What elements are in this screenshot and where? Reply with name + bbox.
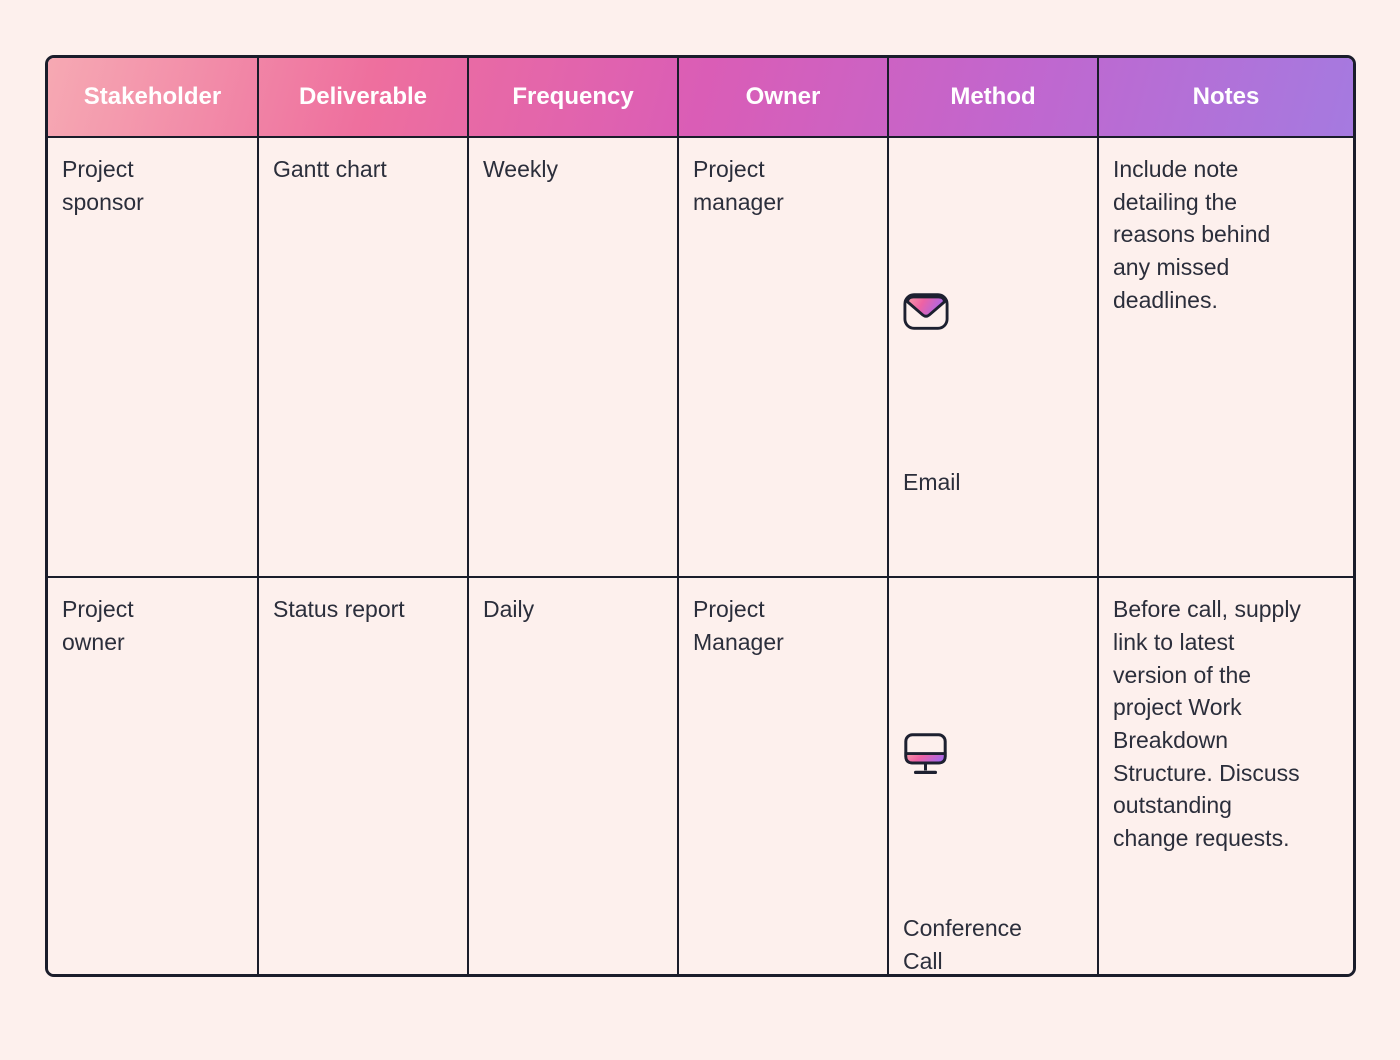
header-deliverable: Deliverable xyxy=(259,58,469,136)
frequency-cell: Weekly xyxy=(469,138,679,577)
notes-cell: Include note detailing the reasons behin… xyxy=(1113,156,1271,313)
conference-call-icon xyxy=(903,666,1085,843)
header-stakeholder: Stakeholder xyxy=(48,58,259,136)
owner-cell: Project manager xyxy=(679,138,889,577)
table-header-row: Stakeholder Deliverable Frequency Owner … xyxy=(48,58,1353,136)
deliverable-cell: Gantt chart xyxy=(259,138,469,577)
method-label: Email xyxy=(903,469,961,496)
header-frequency: Frequency xyxy=(469,58,679,136)
deliverable-cell: Status report xyxy=(259,578,469,974)
stakeholder-cell: Project owner xyxy=(48,578,259,974)
communication-plan-table: Stakeholder Deliverable Frequency Owner … xyxy=(45,55,1356,977)
header-method: Method xyxy=(889,58,1099,136)
stakeholder-cell: Project sponsor xyxy=(48,138,259,577)
table-row: Project owner Status report Daily Projec… xyxy=(48,576,1353,975)
notes-cell: Before call, supply link to latest versi… xyxy=(1113,596,1301,851)
owner-cell: Project Manager xyxy=(679,578,889,974)
table-row: Project sponsor Gantt chart Weekly Proje… xyxy=(48,136,1353,577)
email-icon xyxy=(903,225,1085,396)
header-notes: Notes xyxy=(1192,83,1260,110)
header-owner: Owner xyxy=(679,58,889,136)
method-label: Conference Call xyxy=(903,915,1022,975)
method-cell: Conference Call xyxy=(889,578,1099,975)
frequency-cell: Daily xyxy=(469,578,679,974)
method-cell: Email xyxy=(889,138,1099,577)
